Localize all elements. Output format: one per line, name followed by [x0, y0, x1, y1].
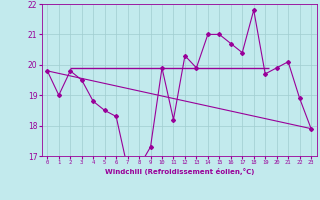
- X-axis label: Windchill (Refroidissement éolien,°C): Windchill (Refroidissement éolien,°C): [105, 168, 254, 175]
